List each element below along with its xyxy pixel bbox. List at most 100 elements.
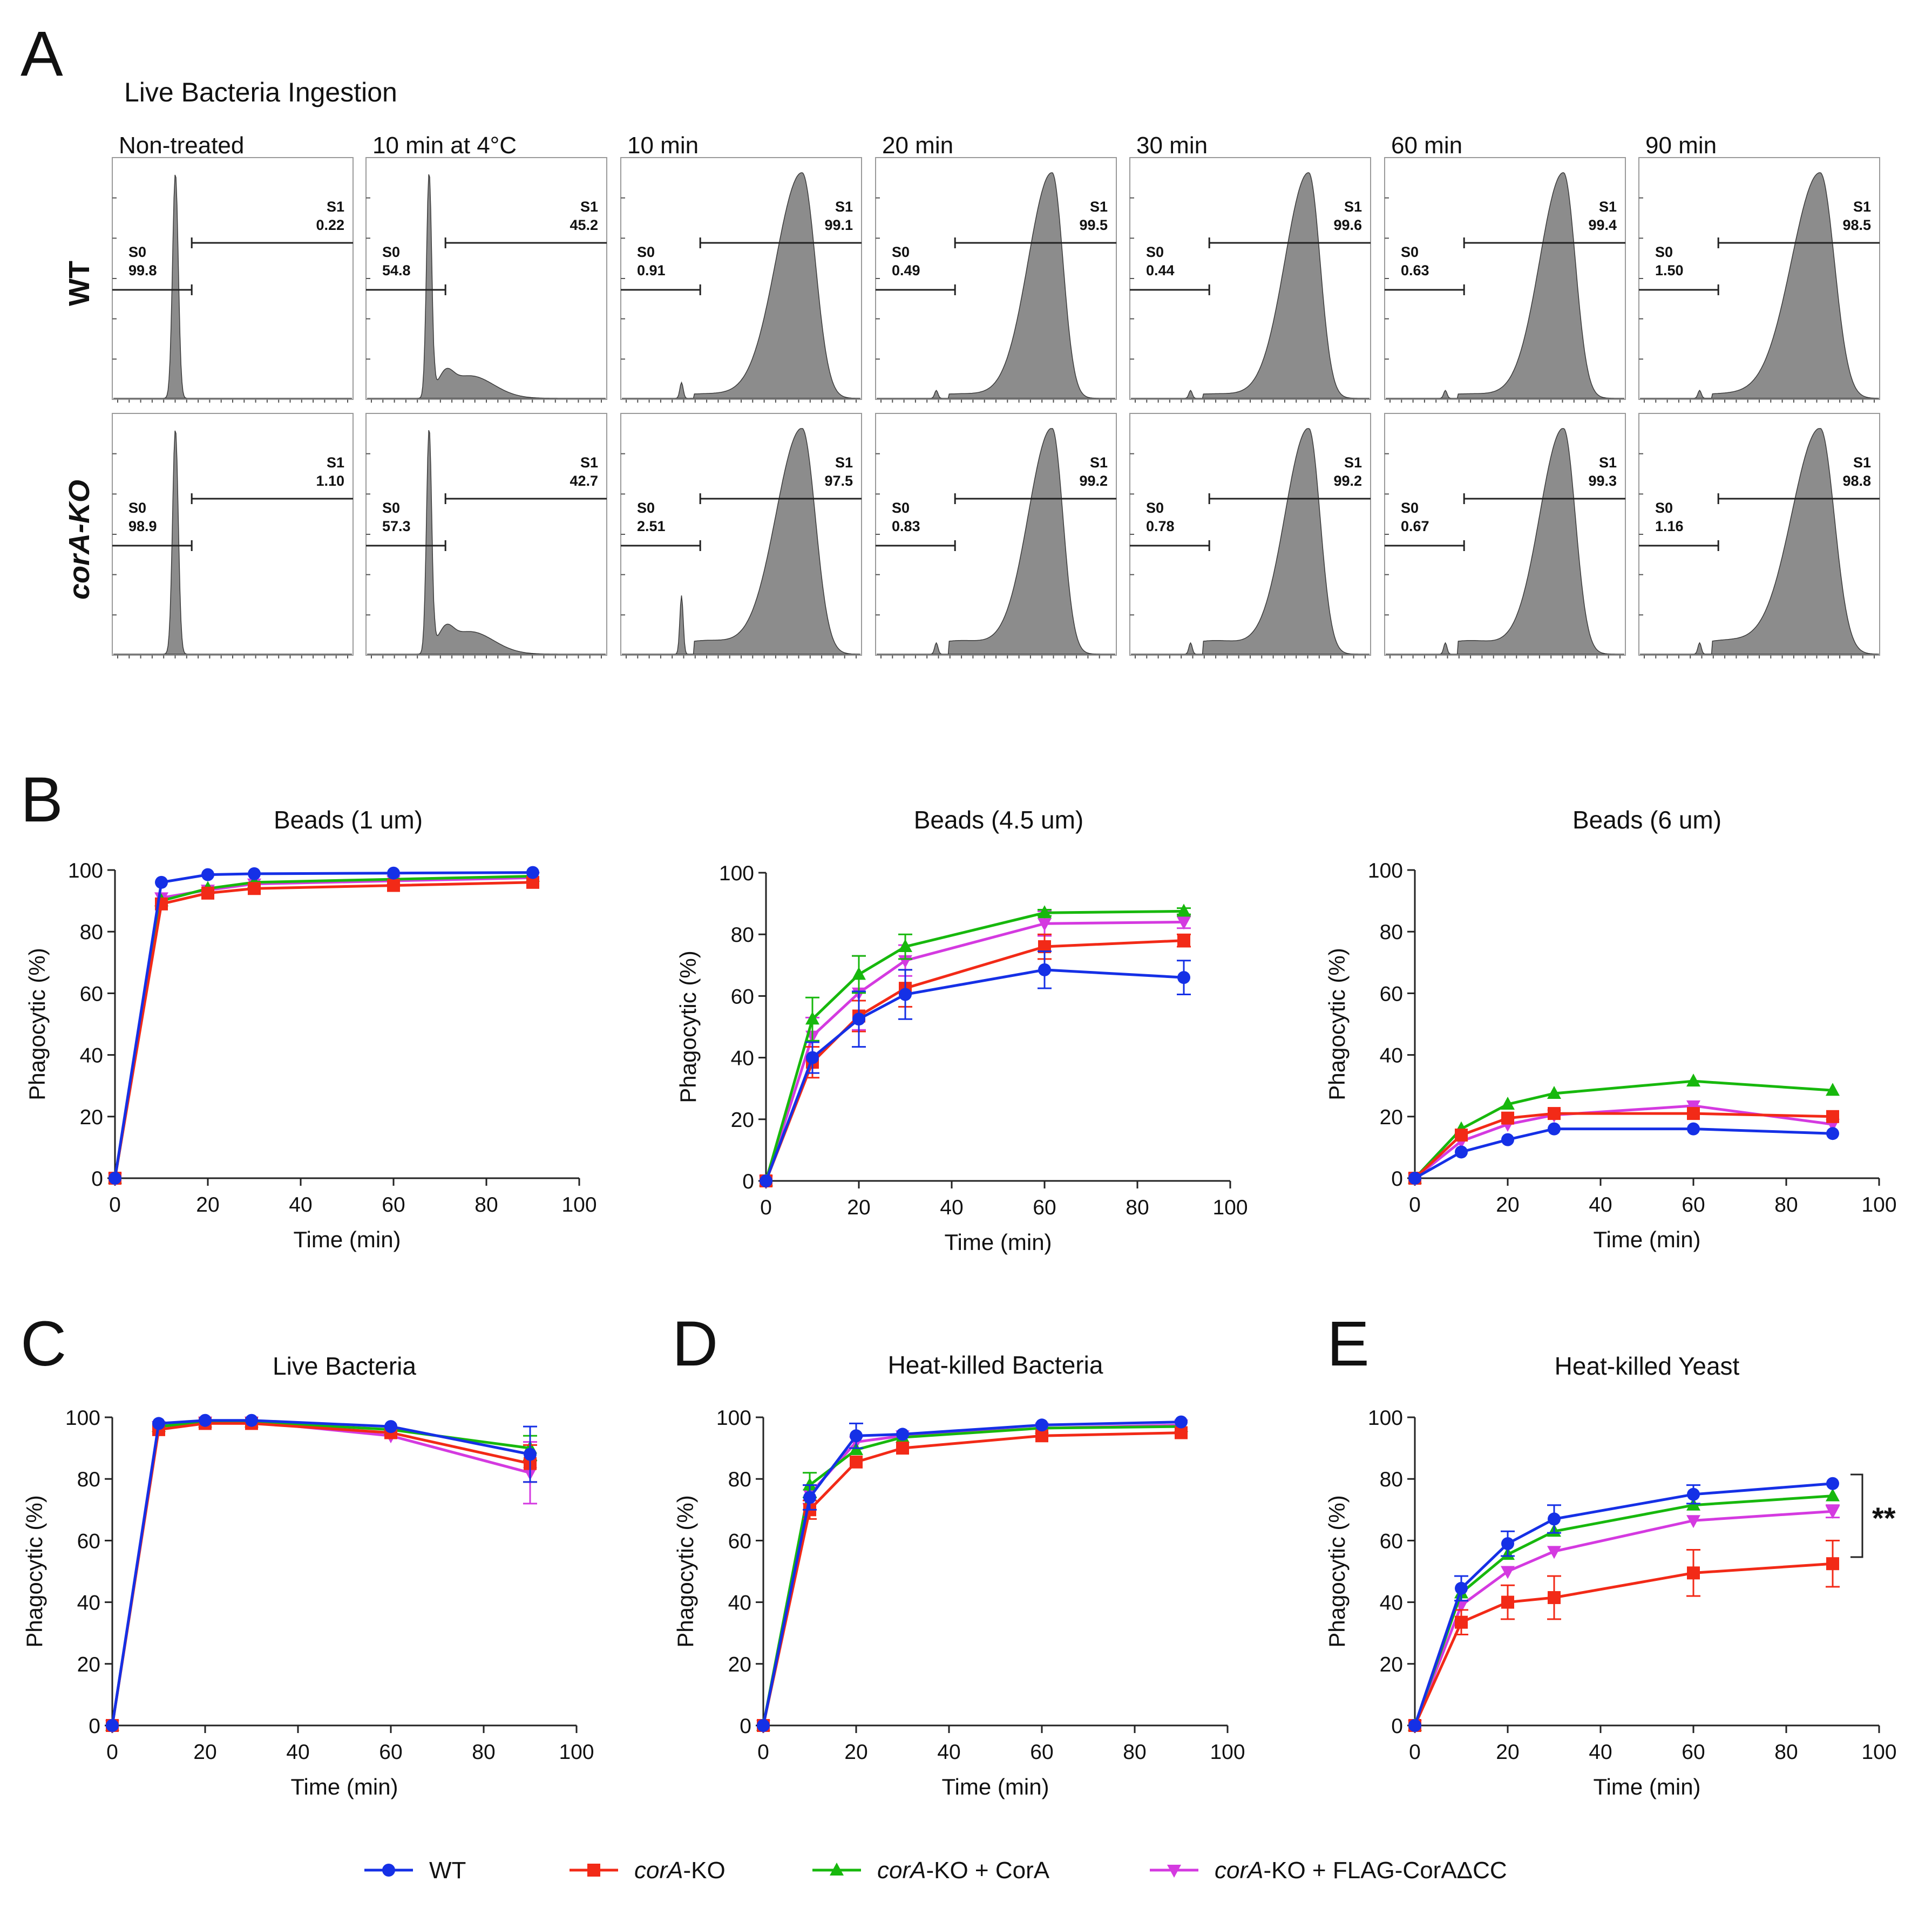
panel-label-b: B <box>21 764 63 835</box>
histogram-column-label: 20 min <box>882 132 953 159</box>
data-point <box>109 1172 121 1185</box>
histogram-distribution <box>877 428 1115 655</box>
significance-label: ** <box>1872 1501 1896 1535</box>
histogram-cell: S1 99.2 S0 0.83 <box>875 413 1117 658</box>
data-point <box>1455 1615 1468 1629</box>
y-tick-label: 20 <box>1380 1653 1403 1676</box>
x-tick-label: 0 <box>109 1193 121 1217</box>
data-point <box>852 1013 865 1026</box>
data-point <box>1687 1122 1700 1136</box>
y-axis-label: Phagocytic (%) <box>1324 948 1350 1100</box>
gate-s0-value: 1.50 <box>1655 262 1684 278</box>
y-tick-label: 60 <box>728 1530 751 1553</box>
y-tick-label: 100 <box>1368 859 1403 882</box>
series-1 <box>757 1426 1188 1732</box>
gate-s1-name: S1 <box>327 199 344 215</box>
histogram-distribution <box>113 430 352 655</box>
histogram-distribution <box>1131 428 1370 655</box>
data-point <box>1408 1172 1421 1185</box>
histogram-cell: S1 1.10 S0 98.9 <box>112 413 354 658</box>
data-point <box>757 1719 770 1732</box>
histogram-frame <box>875 157 1117 400</box>
histogram-cell: S1 98.8 S0 1.16 <box>1638 413 1880 658</box>
histogram-distribution <box>367 430 606 655</box>
x-axis-label: Time (min) <box>944 1229 1052 1255</box>
series-2 <box>756 1419 1188 1731</box>
chart-title: Beads (6 um) <box>1572 806 1721 834</box>
gate-s1-value: 99.5 <box>1079 217 1108 233</box>
y-tick-label: 20 <box>728 1653 751 1676</box>
data-point <box>850 1429 863 1443</box>
histogram-column-label: 90 min <box>1645 132 1717 159</box>
data-point <box>1408 1719 1421 1732</box>
gate-s1-value: 45.2 <box>570 217 598 233</box>
legend-item: corA-KO + CorA <box>812 1857 1050 1884</box>
data-point <box>106 1719 119 1732</box>
data-point <box>1826 1127 1839 1140</box>
gate-s0-value: 0.83 <box>892 518 920 534</box>
x-tick-label: 80 <box>1774 1741 1798 1764</box>
histogram-distribution <box>1131 172 1370 399</box>
series-line <box>111 1421 531 1726</box>
series-1 <box>760 933 1191 1187</box>
series-line <box>1414 1112 1833 1179</box>
series-line <box>762 1421 1182 1726</box>
gate-s1-value: 99.6 <box>1333 217 1362 233</box>
series-3 <box>756 1419 1188 1733</box>
gate-s0-value: 0.78 <box>1146 518 1175 534</box>
line-chart: Heat-killed Bacteria 00 20 20 40 40 60 60 80 80 10… <box>673 1351 1245 1799</box>
histogram-cell: S1 97.5 S0 2.51 <box>620 413 862 658</box>
gate-s1-value: 99.3 <box>1588 473 1617 489</box>
gate-s1-name: S1 <box>1090 199 1108 215</box>
data-point <box>1826 1110 1839 1123</box>
histogram-column-label: 10 min at 4°C <box>372 132 517 159</box>
gate-s0-name: S0 <box>892 244 910 260</box>
series-line <box>113 876 533 1179</box>
data-point <box>526 866 539 879</box>
y-axis-label: Phagocytic (%) <box>675 950 701 1103</box>
histogram-distribution <box>1640 428 1879 655</box>
gate-s0-value: 0.44 <box>1146 262 1175 278</box>
x-tick-label: 40 <box>286 1741 309 1764</box>
y-tick-label: 60 <box>731 985 754 1008</box>
gate-s0-name: S0 <box>892 500 910 516</box>
legend-item: corA-KO + FLAG-CorAΔCC <box>1150 1857 1507 1884</box>
data-point <box>896 1442 909 1455</box>
x-tick-label: 60 <box>1033 1196 1056 1219</box>
gate-s1-value: 0.22 <box>316 217 344 233</box>
series-3 <box>1408 1504 1840 1733</box>
data-point <box>1038 918 1052 932</box>
x-tick-label: 100 <box>1212 1196 1248 1219</box>
data-point <box>201 886 214 900</box>
y-tick-label: 60 <box>80 982 103 1005</box>
data-point <box>1501 1133 1514 1146</box>
y-tick-label: 100 <box>68 859 103 882</box>
data-point <box>1501 1096 1515 1110</box>
panel-a-title: Live Bacteria Ingestion <box>124 77 397 107</box>
data-point <box>1038 905 1052 919</box>
series-line <box>113 881 533 1179</box>
series-0 <box>1408 1477 1839 1732</box>
y-tick-label: 0 <box>742 1170 754 1193</box>
x-tick-label: 100 <box>1861 1741 1896 1764</box>
series-line <box>764 909 1184 1181</box>
gate-s1-name: S1 <box>1599 199 1617 215</box>
data-point <box>898 939 912 953</box>
x-axis-label: Time (min) <box>941 1774 1049 1799</box>
x-tick-label: 40 <box>1589 1193 1612 1217</box>
y-axis-label: Phagocytic (%) <box>24 948 50 1100</box>
data-point <box>1455 1129 1468 1142</box>
series-0 <box>106 1414 537 1732</box>
data-point <box>1687 1487 1700 1501</box>
line-charts: Beads (1 um)002020404060608080100100Time… <box>22 806 1897 1799</box>
gate-s1-name: S1 <box>1344 454 1362 471</box>
legend-label: WT <box>429 1857 466 1884</box>
data-point <box>1686 1100 1700 1113</box>
series-1 <box>109 875 539 1185</box>
histogram-cell: S1 42.7 S0 57.3 <box>365 413 607 658</box>
data-point <box>387 866 400 880</box>
histogram-distribution <box>622 428 860 655</box>
gate-s1-name: S1 <box>1090 454 1108 471</box>
gate-s0-value: 2.51 <box>637 518 666 534</box>
series-1 <box>106 1417 537 1732</box>
